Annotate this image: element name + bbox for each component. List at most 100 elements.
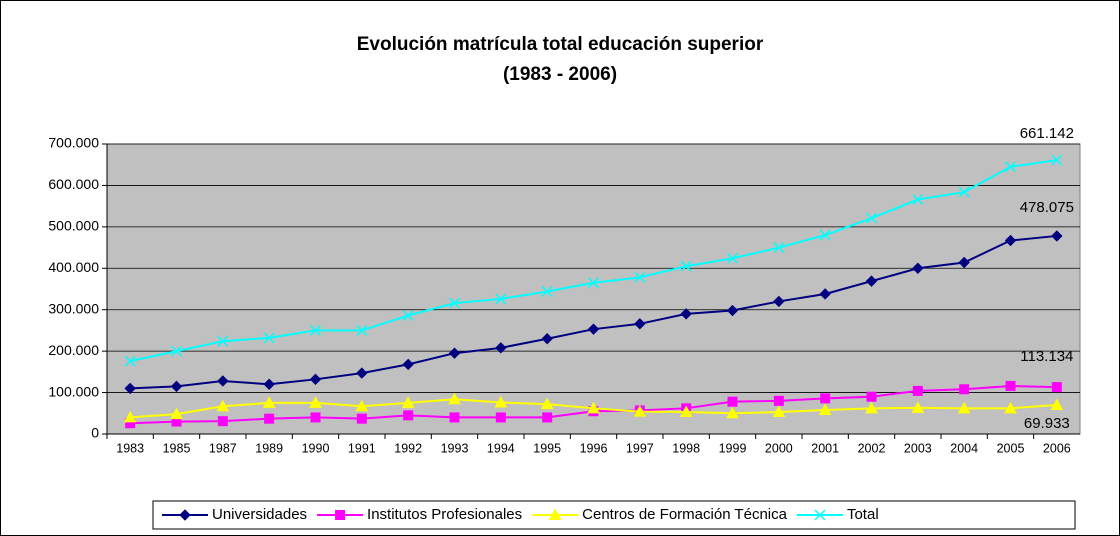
marker xyxy=(540,397,554,410)
marker xyxy=(264,413,275,424)
marker xyxy=(170,345,183,357)
marker xyxy=(912,262,924,274)
marker xyxy=(958,186,970,198)
marker xyxy=(179,509,191,521)
marker xyxy=(912,385,923,396)
marker xyxy=(679,405,693,418)
legend-label: Universidades xyxy=(212,506,307,523)
x-tick-label: 1983 xyxy=(116,441,144,455)
marker xyxy=(402,309,414,322)
marker xyxy=(819,229,831,241)
marker xyxy=(819,288,831,300)
marker xyxy=(587,401,600,414)
marker xyxy=(310,412,321,423)
chart-title: Evolución matrícula total educación supe… xyxy=(357,34,764,55)
legend xyxy=(152,500,1076,530)
x-tick-label: 1994 xyxy=(487,441,515,455)
x-tick-label: 2005 xyxy=(997,441,1025,455)
marker xyxy=(865,212,878,224)
marker xyxy=(541,333,553,345)
marker xyxy=(448,347,461,359)
marker xyxy=(170,407,183,420)
marker xyxy=(355,399,369,412)
y-tick-label: 300.000 xyxy=(48,300,99,316)
legend-label: Centros de Formación Técnica xyxy=(582,506,787,523)
marker xyxy=(495,342,507,354)
marker xyxy=(262,396,276,408)
marker xyxy=(448,392,461,405)
data-label: 69.933 xyxy=(1024,415,1070,432)
marker xyxy=(217,416,228,427)
x-tick-label: 2000 xyxy=(765,441,793,455)
legend-label: Total xyxy=(847,506,879,523)
marker xyxy=(541,285,553,298)
marker xyxy=(959,384,970,395)
x-tick-label: 1998 xyxy=(672,441,700,455)
marker xyxy=(773,295,785,308)
marker xyxy=(1004,234,1017,247)
marker xyxy=(634,271,646,283)
marker xyxy=(1050,398,1064,411)
marker xyxy=(726,304,739,317)
marker xyxy=(309,396,322,408)
marker xyxy=(814,509,826,521)
x-tick-label: 1987 xyxy=(209,441,237,455)
data-label: 113.134 xyxy=(1020,348,1073,365)
x-tick-label: 2002 xyxy=(858,441,886,455)
x-tick-label: 2006 xyxy=(1043,441,1071,455)
marker xyxy=(124,355,136,367)
marker xyxy=(680,260,692,272)
marker xyxy=(727,396,738,407)
y-tick-label: 0 xyxy=(91,425,99,441)
marker xyxy=(403,410,414,421)
marker xyxy=(356,324,368,336)
marker xyxy=(1051,154,1063,166)
marker xyxy=(865,401,878,414)
x-tick-label: 2001 xyxy=(811,441,839,455)
marker xyxy=(356,367,368,379)
marker xyxy=(957,401,971,414)
x-tick-label: 1989 xyxy=(255,441,283,455)
marker xyxy=(548,508,562,520)
marker xyxy=(818,403,832,415)
marker xyxy=(217,375,229,387)
x-tick-label: 2003 xyxy=(904,441,932,455)
marker xyxy=(124,382,136,395)
y-tick-label: 600.000 xyxy=(48,176,99,192)
marker xyxy=(449,412,460,423)
marker xyxy=(1005,380,1016,391)
marker xyxy=(542,412,553,423)
marker xyxy=(865,275,878,287)
marker xyxy=(1051,230,1063,242)
x-tick-label: 1996 xyxy=(580,441,608,455)
x-tick-label: 1991 xyxy=(348,441,376,455)
chart-subtitle: (1983 - 2006) xyxy=(503,64,617,85)
marker xyxy=(587,277,600,289)
marker xyxy=(726,406,739,419)
legend-label: Institutos Profesionales xyxy=(367,506,522,523)
x-tick-label: 1995 xyxy=(533,441,561,455)
x-tick-label: 1990 xyxy=(302,441,330,455)
x-tick-label: 1985 xyxy=(163,441,191,455)
x-tick-label: 1993 xyxy=(441,441,469,455)
marker xyxy=(263,378,275,390)
marker xyxy=(1051,382,1062,393)
marker xyxy=(495,293,507,305)
marker xyxy=(1004,161,1017,173)
marker xyxy=(634,318,646,330)
marker xyxy=(911,401,925,413)
y-tick-label: 500.000 xyxy=(48,218,99,234)
marker xyxy=(216,399,230,412)
marker xyxy=(309,324,322,336)
marker xyxy=(335,510,346,520)
data-label: 478.075 xyxy=(1020,199,1074,216)
marker xyxy=(495,412,506,423)
y-tick-label: 100.000 xyxy=(48,383,99,399)
x-tick-label: 1997 xyxy=(626,441,654,455)
marker xyxy=(448,297,461,309)
marker xyxy=(773,395,784,406)
marker xyxy=(309,373,322,386)
marker xyxy=(123,410,137,423)
marker xyxy=(912,193,924,206)
